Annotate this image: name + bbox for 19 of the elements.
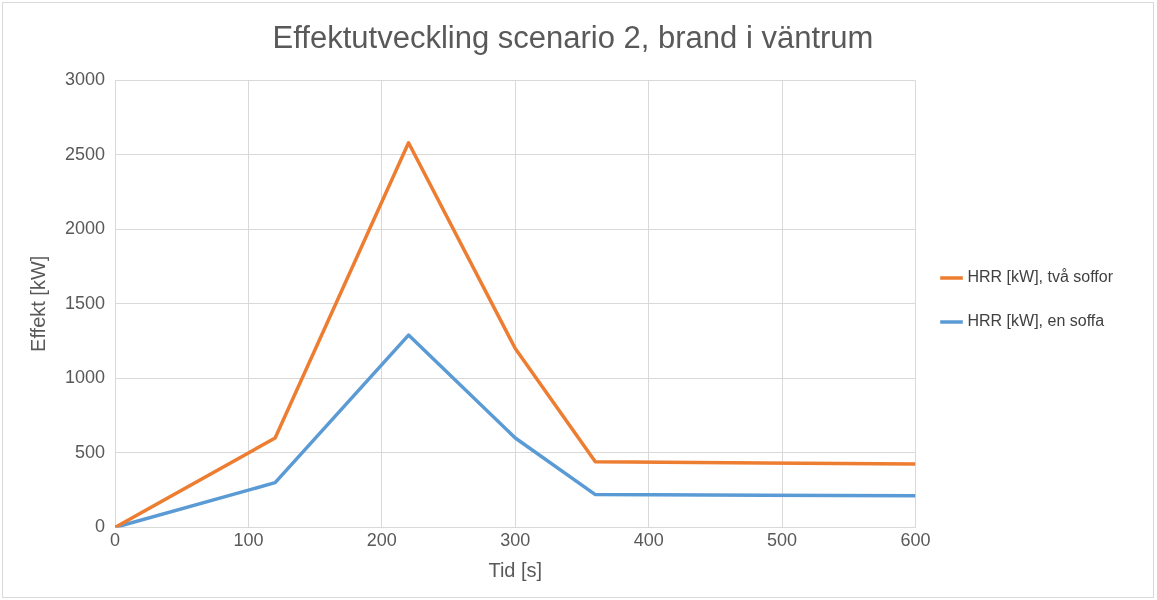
chart-title: Effektutveckling scenario 2, brand i väntrum [272, 20, 874, 56]
x-tick-label: 300 [500, 530, 531, 551]
x-tick-label: 100 [233, 530, 264, 551]
y-axis-title: Effekt [kW] [26, 255, 49, 352]
x-tick-label: 500 [767, 530, 798, 551]
y-tick-label: 2500 [65, 143, 106, 164]
x-axis-title: Tid [s] [488, 558, 543, 581]
x-tick-label: 200 [366, 530, 397, 551]
y-tick-label: 1000 [65, 367, 106, 388]
x-tick-label: 600 [900, 530, 931, 551]
y-tick-label: 0 [95, 516, 106, 537]
legend-label: HRR [kW], en soffa [967, 312, 1105, 330]
legend-label: HRR [kW], två soffor [967, 268, 1114, 286]
x-tick-label: 400 [633, 530, 664, 551]
y-tick-label: 3000 [65, 69, 106, 90]
x-tick-label: 0 [110, 530, 121, 551]
y-tick-label: 500 [75, 441, 106, 462]
y-tick-label: 1500 [65, 292, 106, 313]
y-tick-label: 2000 [65, 218, 106, 239]
